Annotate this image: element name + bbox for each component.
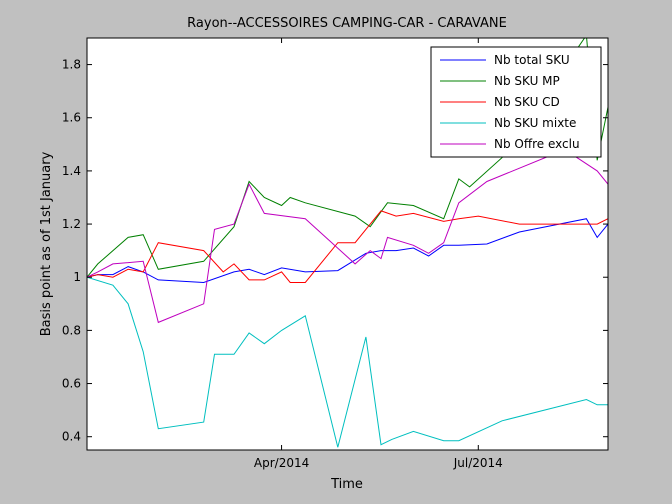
legend-label-3: Nb SKU CD <box>494 95 560 109</box>
x-axis: Apr/2014 Jul/2014 <box>254 38 503 470</box>
y-tick-label: 1 <box>73 270 81 284</box>
y-tick-label: 0.8 <box>62 323 81 337</box>
y-tick-label: 1.4 <box>62 164 81 178</box>
y-tick-label: 1.6 <box>62 111 81 125</box>
x-axis-label: Time <box>330 477 363 492</box>
legend-label-1: Nb total SKU <box>494 53 570 67</box>
x-tick-label: Apr/2014 <box>254 456 309 470</box>
series-layer <box>87 38 608 448</box>
chart-title: Rayon--ACCESSOIRES CAMPING-CAR - CARAVAN… <box>187 16 507 31</box>
y-tick-label: 1.2 <box>62 217 81 231</box>
legend: Nb total SKU Nb SKU MP Nb SKU CD Nb SKU mix… <box>430 46 602 158</box>
legend-label-2: Nb SKU MP <box>494 74 560 88</box>
series-line-4 <box>87 276 608 448</box>
legend-label-5: Nb Offre exclu <box>494 137 580 151</box>
series-line-2 <box>87 38 608 278</box>
series-line-5 <box>87 149 608 324</box>
y-axis: 0.4 0.6 0.8 1 1.2 1.4 1.6 1.8 <box>62 58 608 444</box>
legend-label-4: Nb SKU mixte <box>494 116 576 130</box>
y-tick-label: 0.6 <box>62 377 81 391</box>
y-axis-label: Basis point as of 1st January <box>39 151 54 336</box>
series-line-3 <box>87 210 608 283</box>
plot-frame <box>86 37 609 451</box>
y-tick-label: 0.4 <box>62 430 81 444</box>
x-tick-label: Jul/2014 <box>453 456 503 470</box>
y-tick-label: 1.8 <box>62 58 81 72</box>
